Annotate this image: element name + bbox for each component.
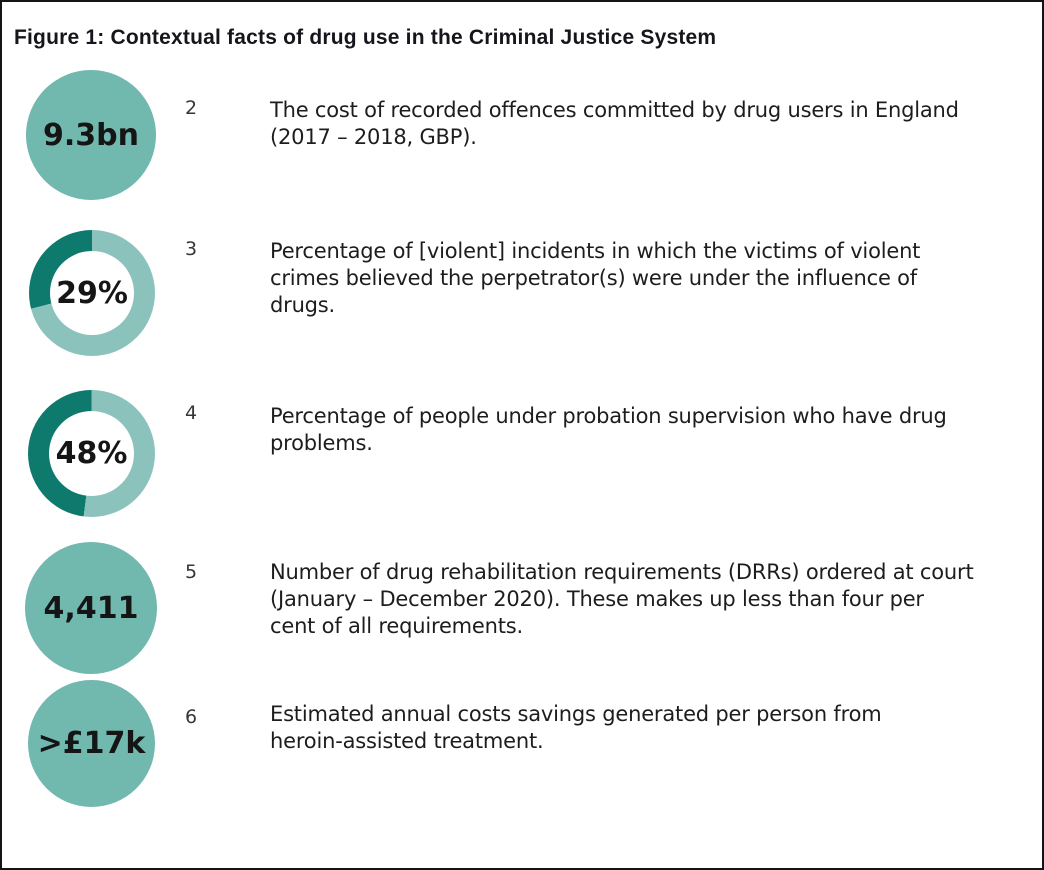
fact-description: Percentage of people under probation sup… [270,404,947,455]
stat-value-label: 29% [56,275,128,311]
stat-circle-savings: >£17k [28,680,155,807]
stat-value-label: >£17k [37,726,146,761]
page-title: Figure 1: Contextual facts of drug use i… [14,26,717,50]
donut-chart-victims: 29% [29,230,155,356]
fact-description: Percentage of [violent] incidents in whi… [270,239,921,317]
donut-chart-probation: 48% [28,390,155,517]
footnote-superscript: 5 [185,561,198,583]
footnote-superscript: 3 [185,238,198,260]
fact-description: The cost of recorded offences committed … [270,98,959,149]
stat-value-label: 4,411 [43,590,139,626]
footnote-superscript: 2 [185,97,198,119]
footnote-superscript: 4 [185,402,198,424]
stat-circle-cost: 9.3bn [26,70,156,200]
stat-circle-drrs: 4,411 [25,542,157,674]
stat-value-label: 9.3bn [43,117,139,153]
fact-description: Number of drug rehabilitation requiremen… [270,560,974,638]
stat-value-label: 48% [55,436,128,471]
footnote-superscript: 6 [185,706,198,728]
fact-description: Estimated annual costs savings generated… [270,702,882,753]
